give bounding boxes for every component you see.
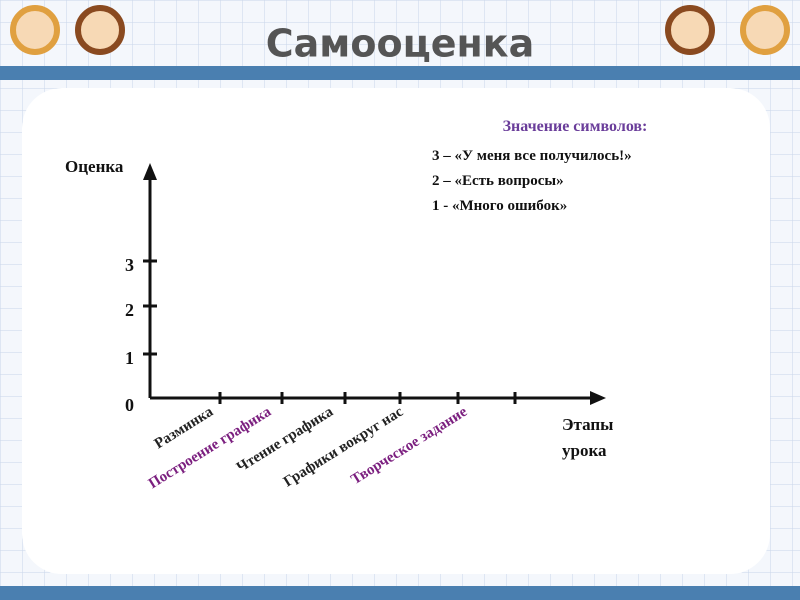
- kids-left: [10, 5, 125, 55]
- bottom-band: [0, 586, 800, 600]
- y-tick-label: 3: [125, 255, 134, 275]
- top-band: [0, 66, 800, 80]
- x-axis-label: урока: [562, 441, 607, 460]
- y-tick-label: 0: [125, 395, 134, 415]
- slide-title: Самооценка: [266, 22, 534, 66]
- kids-right: [665, 5, 790, 55]
- legend-line: 3 – «У меня все получилось!»: [432, 148, 632, 164]
- y-tick-label: 2: [125, 300, 134, 320]
- legend-line: 2 – «Есть вопросы»: [432, 173, 564, 189]
- legend-line: 1 - «Много ошибок»: [432, 198, 567, 214]
- legend: 3 – «У меня все получилось!» 2 – «Есть во…: [432, 148, 632, 214]
- y-tick-label: 1: [125, 348, 134, 368]
- y-arrow: [143, 163, 157, 180]
- x-arrow: [590, 391, 606, 405]
- x-axis-label: Этапы: [562, 415, 613, 434]
- y-axis-label: Оценка: [65, 157, 124, 176]
- legend-title: Значение символов:: [503, 118, 648, 135]
- content-panel: [22, 88, 770, 574]
